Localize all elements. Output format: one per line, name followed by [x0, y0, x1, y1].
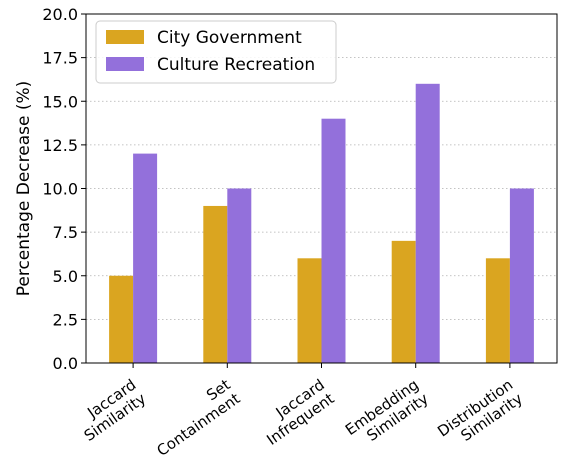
- y-tick-label: 17.5: [42, 49, 78, 68]
- x-tick-label: JaccardSimilarity: [71, 375, 149, 444]
- y-tick-label: 2.5: [53, 310, 78, 329]
- legend-swatch: [106, 57, 144, 71]
- y-tick-label: 0.0: [53, 354, 78, 373]
- bars: [109, 83, 534, 364]
- y-tick-label: 10.0: [42, 180, 78, 199]
- bar-city-government: [391, 240, 416, 363]
- legend-swatch: [106, 30, 144, 44]
- bar-city-government: [485, 258, 510, 363]
- bar-culture-recreation: [133, 153, 158, 363]
- legend: City Government Culture Recreation: [95, 20, 337, 84]
- legend-label: Culture Recreation: [157, 55, 315, 75]
- bar-culture-recreation: [227, 188, 252, 363]
- legend-label: City Government: [157, 28, 302, 48]
- bar-culture-recreation: [321, 118, 346, 363]
- x-tick-label: EmbeddingSimilarity: [342, 375, 432, 453]
- bar-city-government: [297, 258, 322, 363]
- x-tick-label: JaccardInfrequent: [254, 375, 338, 448]
- y-axis-label: Percentage Decrease (%): [14, 81, 34, 297]
- y-tick-label: 15.0: [42, 92, 78, 111]
- legend-box: [95, 20, 337, 84]
- y-tick-label: 5.0: [53, 267, 78, 286]
- x-axis-ticks: JaccardSimilarity SetContainment JaccardIn…: [71, 363, 526, 460]
- x-tick-label: SetContainment: [144, 375, 244, 459]
- grid-lines: [86, 57, 557, 320]
- x-tick-label-line: Containment: [153, 389, 243, 460]
- y-axis-ticks: 0.0 2.5 5.0 7.5 10.0 12.5 15.0 17.5 20.0: [42, 5, 86, 373]
- y-tick-label: 12.5: [42, 136, 78, 155]
- y-tick-label: 20.0: [42, 5, 78, 24]
- bar-culture-recreation: [509, 188, 534, 363]
- y-tick-label: 7.5: [53, 223, 78, 242]
- bar-city-government: [109, 275, 134, 363]
- x-tick-label: DistributionSimilarity: [434, 375, 526, 454]
- bar-culture-recreation: [415, 83, 440, 364]
- bar-city-government: [203, 205, 228, 363]
